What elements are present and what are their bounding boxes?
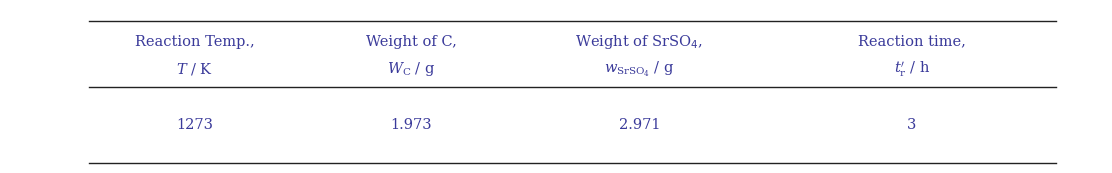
Text: $w_\mathrm{SrSO_4}$ / g: $w_\mathrm{SrSO_4}$ / g bbox=[604, 60, 675, 79]
Text: 3: 3 bbox=[907, 118, 916, 131]
Text: $T$ / K: $T$ / K bbox=[176, 61, 214, 77]
Text: 1.973: 1.973 bbox=[390, 118, 433, 131]
Text: Weight of C,: Weight of C, bbox=[366, 35, 457, 48]
Text: Reaction Temp.,: Reaction Temp., bbox=[135, 35, 255, 48]
Text: 2.971: 2.971 bbox=[618, 118, 661, 131]
Text: Reaction time,: Reaction time, bbox=[857, 35, 966, 48]
Text: 1273: 1273 bbox=[176, 118, 214, 131]
Text: $W_\mathrm{C}$ / g: $W_\mathrm{C}$ / g bbox=[387, 60, 436, 78]
Text: $t^\prime_\mathrm{r}$ / h: $t^\prime_\mathrm{r}$ / h bbox=[894, 59, 930, 79]
Text: Weight of SrSO$_4$,: Weight of SrSO$_4$, bbox=[575, 33, 704, 51]
